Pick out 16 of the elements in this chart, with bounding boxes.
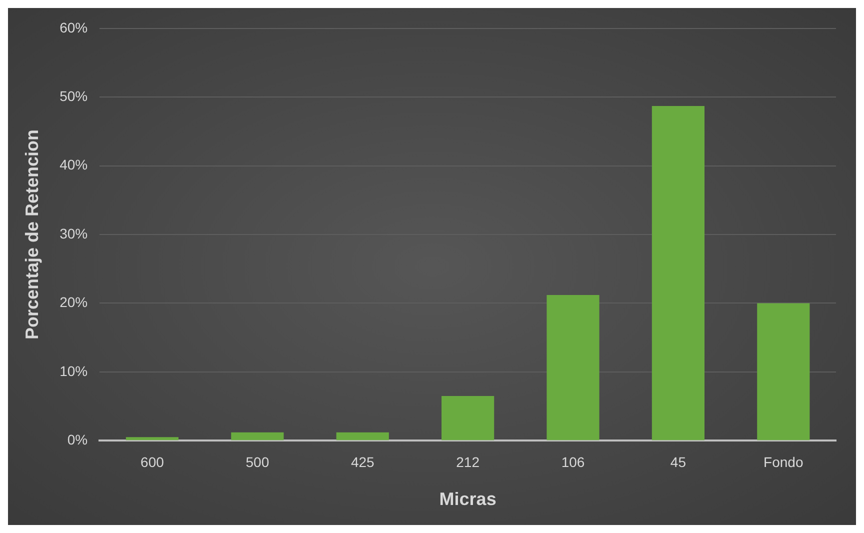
x-tick-label: 106 [561, 454, 585, 470]
x-tick-label: 500 [246, 454, 270, 470]
y-tick-label: 20% [60, 294, 88, 310]
y-tick-label: 0% [67, 431, 88, 448]
x-tick-label: 45 [670, 454, 686, 470]
y-tick-label: 40% [60, 156, 88, 173]
y-axis-title: Porcentaje de Retencion [22, 129, 42, 340]
y-tick-label: 10% [60, 362, 88, 379]
y-tick-label: 50% [60, 88, 88, 104]
x-axis-title: Micras [439, 489, 496, 510]
y-tick-label: 30% [60, 225, 88, 242]
x-tick-label: 425 [350, 454, 375, 470]
x-tick-label: 212 [456, 454, 480, 470]
x-tick-label: 600 [140, 454, 164, 470]
y-tick-label: 60% [60, 19, 88, 36]
x-tick-label: Fondo [764, 454, 804, 470]
